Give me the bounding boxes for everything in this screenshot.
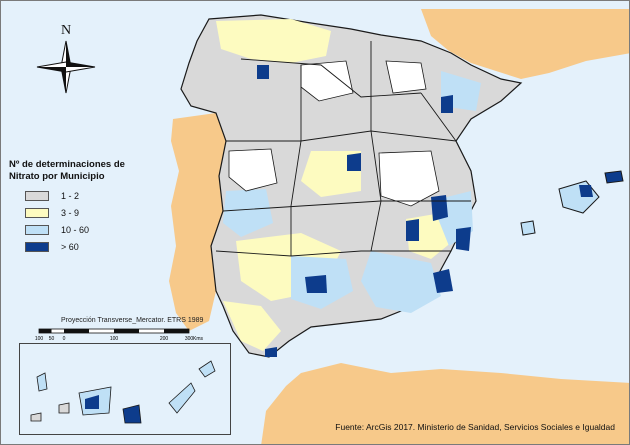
legend-label: 3 - 9 <box>61 207 80 218</box>
region-white-center <box>378 150 440 207</box>
ibiza <box>520 220 536 236</box>
scale-bar: 100 50 0 100 200 300 Kms <box>35 328 204 342</box>
legend-item: 3 - 9 <box>9 206 159 219</box>
source-note: Fuente: ArcGis 2017. Ministerio de Sanid… <box>335 422 615 432</box>
legend-swatch <box>25 224 49 235</box>
legend-title-line1: Nº de determinaciones de <box>9 159 125 170</box>
scale-tick: 300 <box>185 336 194 342</box>
region-white-west <box>228 148 278 192</box>
portugal-land <box>169 113 226 331</box>
legend-title-line2: Nitrato por Municipio <box>9 171 105 182</box>
legend-label: 10 - 60 <box>61 224 90 235</box>
scale-tick: 0 <box>63 336 66 342</box>
scale-tick: 50 <box>49 336 55 342</box>
region-yellow-north <box>216 19 331 63</box>
la-gomera <box>58 402 70 414</box>
mallorca-darkblue <box>579 185 593 197</box>
legend-item: 1 - 2 <box>9 189 159 202</box>
scale-tick: 100 <box>35 336 44 342</box>
scale-tick: 100 <box>110 336 119 342</box>
north-label: N <box>60 23 72 38</box>
region-darkblue-5 <box>347 153 361 171</box>
menorca <box>604 170 624 184</box>
region-darkblue-3 <box>433 269 453 293</box>
legend: Nº de determinaciones de Nitrato por Mun… <box>9 159 159 257</box>
region-darkblue-1 <box>431 195 448 221</box>
region-blue-southeast <box>361 251 441 313</box>
region-darkblue-2 <box>456 227 471 251</box>
canary-inset-frame <box>19 343 231 435</box>
legend-label: 1 - 2 <box>61 190 80 201</box>
legend-items: 1 - 2 3 - 9 10 - 60 > 60 <box>9 189 159 253</box>
scale-unit: Kms <box>193 336 204 342</box>
morocco-land <box>261 363 629 444</box>
la-palma <box>36 372 48 392</box>
region-darkblue-7 <box>257 65 269 79</box>
legend-swatch <box>25 190 49 201</box>
region-darkblue-9 <box>265 347 277 357</box>
legend-label: > 60 <box>61 241 79 252</box>
region-blue-west <box>223 189 273 237</box>
legend-swatch <box>25 207 49 218</box>
compass-rose: N <box>29 23 103 107</box>
compass-star-icon <box>36 40 96 94</box>
region-darkblue-6 <box>441 95 453 113</box>
projection-label: Proyección Transverse_Mercator. ETRS 198… <box>61 317 204 324</box>
province-borders <box>215 41 471 257</box>
region-yellow-southwest <box>223 301 281 351</box>
region-darkblue-4 <box>305 275 327 293</box>
legend-item: > 60 <box>9 240 159 253</box>
el-hierro <box>30 412 42 422</box>
tenerife-darkblue <box>85 395 99 409</box>
region-yellow-center <box>301 151 361 197</box>
fuerteventura <box>168 382 196 414</box>
gran-canaria <box>122 404 142 424</box>
legend-swatch <box>25 241 49 252</box>
scale-tick: 200 <box>160 336 169 342</box>
legend-item: 10 - 60 <box>9 223 159 236</box>
lanzarote <box>198 360 216 378</box>
france-land <box>421 9 629 79</box>
canary-islands <box>30 360 216 424</box>
region-darkblue-8 <box>406 219 419 241</box>
region-white-east <box>385 60 427 94</box>
